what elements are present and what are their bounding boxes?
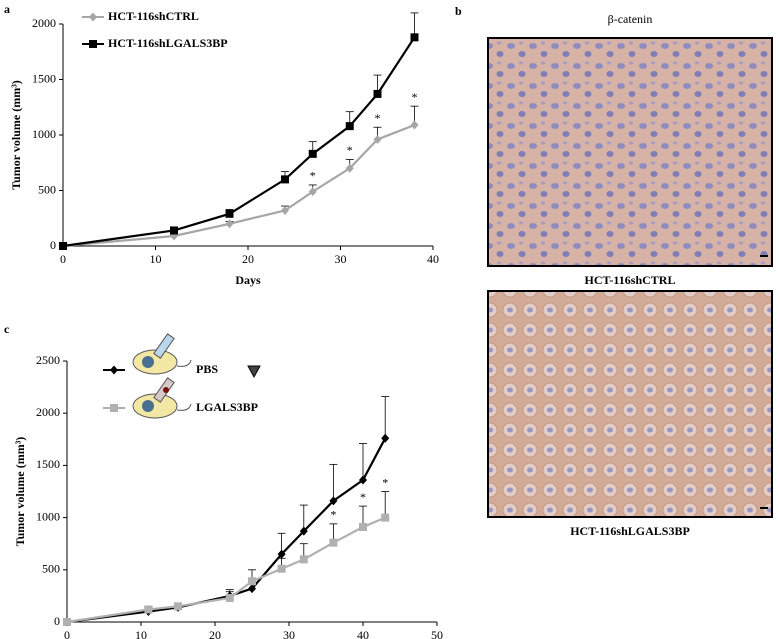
marker xyxy=(345,163,354,173)
y-tick-label: 1500 xyxy=(36,457,60,471)
marker xyxy=(299,555,308,564)
marker xyxy=(410,120,419,130)
y-tick-label: 0 xyxy=(50,238,56,252)
marker xyxy=(110,365,118,375)
x-tick-label: 40 xyxy=(427,252,439,266)
y-tick-label: 2500 xyxy=(36,353,60,367)
treatment-arrow xyxy=(247,365,261,379)
legend-label: PBS xyxy=(196,362,218,376)
marker xyxy=(345,122,354,131)
x-axis-title: Days xyxy=(235,273,261,287)
marker xyxy=(174,602,182,611)
x-tick-label: 10 xyxy=(150,252,162,266)
marker xyxy=(410,33,419,42)
image-caption: HCT-116shCTRL xyxy=(585,273,676,287)
significance-mark: * xyxy=(382,475,388,489)
significance-mark: * xyxy=(310,169,316,183)
image-caption: HCT-116shLGALS3BP xyxy=(570,524,690,538)
line xyxy=(62,123,415,248)
significance-mark: * xyxy=(347,143,353,157)
legend-label: HCT-116shLGALS3BP xyxy=(108,36,228,50)
panel-label: a xyxy=(4,2,10,16)
legend-label: LGALS3BP xyxy=(196,400,258,414)
panel-label: c xyxy=(4,322,10,336)
significance-mark: * xyxy=(375,111,381,125)
x-tick-label: 10 xyxy=(135,628,147,639)
marker xyxy=(59,242,67,250)
x-tick-label: 20 xyxy=(209,628,221,639)
marker xyxy=(110,404,118,412)
x-tick-label: 30 xyxy=(335,252,347,266)
marker xyxy=(89,12,97,22)
marker xyxy=(63,618,71,626)
significance-mark: * xyxy=(360,490,366,504)
mouse-icon xyxy=(132,377,192,419)
y-tick-label: 1000 xyxy=(36,509,60,523)
marker xyxy=(299,526,308,536)
marker xyxy=(308,187,317,197)
marker xyxy=(373,134,382,144)
x-tick-label: 20 xyxy=(242,252,254,266)
marker xyxy=(359,475,367,485)
marker xyxy=(225,219,234,229)
marker xyxy=(381,513,390,522)
marker xyxy=(248,577,256,586)
x-tick-label: 50 xyxy=(431,628,443,639)
marker xyxy=(308,149,317,158)
y-axis-title: Tumor volume (mm³) xyxy=(13,437,27,547)
y-tick-label: 500 xyxy=(42,562,60,576)
marker xyxy=(381,433,390,443)
x-tick-label: 30 xyxy=(283,628,295,639)
line xyxy=(66,516,386,624)
marker xyxy=(248,584,256,594)
y-tick-label: 1000 xyxy=(32,127,56,141)
y-tick-label: 2000 xyxy=(32,16,56,30)
y-axis-title: Tumor volume (mm³) xyxy=(9,80,23,190)
marker xyxy=(329,538,338,547)
line xyxy=(62,36,416,248)
marker xyxy=(329,496,338,506)
x-tick-label: 0 xyxy=(60,252,66,266)
mouse-icon xyxy=(132,333,192,375)
micrograph xyxy=(487,290,773,518)
x-tick-label: 40 xyxy=(357,628,369,639)
marker xyxy=(373,89,382,98)
marker xyxy=(225,209,234,218)
significance-mark: * xyxy=(330,508,336,522)
marker xyxy=(277,564,286,573)
marker xyxy=(281,205,289,215)
panel-label: b xyxy=(455,4,462,18)
marker xyxy=(170,226,178,235)
marker xyxy=(281,175,289,184)
y-tick-label: 0 xyxy=(54,614,60,628)
significance-mark: * xyxy=(412,90,418,104)
marker xyxy=(359,522,367,531)
image-title: β-catenin xyxy=(608,12,653,26)
micrograph xyxy=(487,37,773,267)
marker xyxy=(277,549,286,559)
legend-label: HCT-116shCTRL xyxy=(108,9,199,23)
marker xyxy=(144,605,153,614)
line xyxy=(66,437,387,624)
marker xyxy=(89,40,97,48)
y-tick-label: 2000 xyxy=(36,405,60,419)
x-tick-label: 0 xyxy=(64,628,70,639)
y-tick-label: 1500 xyxy=(32,71,56,85)
y-tick-label: 500 xyxy=(38,182,56,196)
marker xyxy=(225,593,234,602)
